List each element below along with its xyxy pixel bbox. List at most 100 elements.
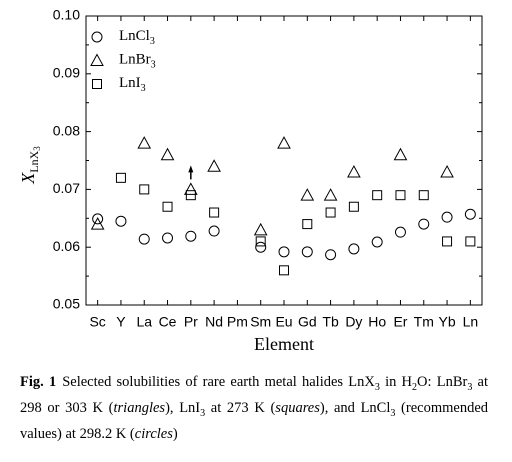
point xyxy=(372,190,383,201)
point xyxy=(92,213,104,225)
x-tick-label: Yb xyxy=(438,314,455,330)
legend-label-main: LnBr xyxy=(119,52,151,68)
caption-text: (recommended values) at 298.2 K ( xyxy=(20,399,489,442)
x-tick-label: Ln xyxy=(463,314,479,330)
caption-label: Fig. 1 xyxy=(20,374,57,390)
caption-text: squares xyxy=(275,399,320,416)
point xyxy=(325,207,336,218)
y-tick-label: 0.08 xyxy=(53,122,80,138)
x-tick-label: Tm xyxy=(414,314,434,330)
caption-text: ) xyxy=(172,425,178,442)
caption-text: circles xyxy=(134,425,173,442)
x-tick-label: Gd xyxy=(298,314,317,330)
legend-label: LnI3 xyxy=(119,75,146,94)
legend-label-main: LnI xyxy=(119,75,141,91)
point xyxy=(208,225,220,237)
point xyxy=(301,246,313,258)
point xyxy=(325,249,337,261)
point xyxy=(185,230,197,242)
point xyxy=(348,243,360,255)
point xyxy=(302,219,313,230)
caption-text: in H xyxy=(379,374,413,390)
y-axis-label: XLnX3 xyxy=(18,146,42,185)
y-axis-label-subsub: 3 xyxy=(32,146,42,151)
caption-text: 2 xyxy=(412,381,418,393)
y-tick-label: 0.06 xyxy=(53,238,80,254)
point xyxy=(90,217,105,230)
point xyxy=(138,233,150,245)
caption-text: 3 xyxy=(200,407,206,419)
caption-text: 3 xyxy=(390,407,396,419)
x-tick-label: Ce xyxy=(159,314,177,330)
y-tick-label: 0.10 xyxy=(53,7,80,23)
point xyxy=(279,265,289,276)
legend-label-main: LnCl xyxy=(119,28,150,44)
legend-label: LnBr3 xyxy=(119,52,156,71)
point xyxy=(115,172,126,183)
point xyxy=(418,190,429,201)
point xyxy=(137,136,152,149)
caption-text: Selected solubilities of rare earth meta… xyxy=(62,374,375,390)
point xyxy=(442,236,453,247)
x-tick-label: Pr xyxy=(184,314,198,330)
legend-marker xyxy=(92,79,102,89)
y-tick-label: 0.09 xyxy=(53,65,80,81)
caption: Fig. 1 Selected solubilities of rare eart… xyxy=(20,372,488,444)
arrow-head xyxy=(188,165,194,173)
point xyxy=(347,165,361,178)
x-tick-label: Sm xyxy=(250,314,271,330)
legend-marker xyxy=(91,31,103,43)
x-tick-label: Er xyxy=(393,314,407,330)
point xyxy=(348,201,359,212)
x-tick-label: La xyxy=(136,314,152,330)
point xyxy=(255,241,267,253)
legend-label: LnCl3 xyxy=(119,28,155,47)
y-tick-label: 0.07 xyxy=(53,180,80,196)
point xyxy=(253,222,268,236)
point xyxy=(440,165,454,178)
caption-text: at 298 or 303 K ( xyxy=(20,374,489,416)
x-tick-label: Dy xyxy=(345,314,362,330)
point xyxy=(139,184,150,195)
legend-marker xyxy=(90,53,104,66)
legend-label-sub: 3 xyxy=(150,36,155,47)
chart: Element XLnX3 0.050.060.070.080.090.10Sc… xyxy=(18,7,483,354)
x-tick-label: Sc xyxy=(89,314,105,330)
point xyxy=(465,236,476,247)
point xyxy=(323,188,338,201)
x-tick-label: Pm xyxy=(227,314,248,330)
point xyxy=(115,215,127,227)
y-axis-label-main: X xyxy=(18,172,38,185)
legend-label-sub: 3 xyxy=(151,60,156,71)
y-tick-label: 0.05 xyxy=(53,296,80,312)
x-tick-label: Nd xyxy=(205,314,223,330)
point xyxy=(185,190,196,201)
caption-text: ), LnI xyxy=(165,399,201,416)
point xyxy=(418,218,430,230)
point xyxy=(441,211,453,223)
caption-text: O: LnBr xyxy=(417,374,468,390)
caption-text: 3 xyxy=(374,381,380,393)
caption-text: triangles xyxy=(113,399,166,416)
legend-label-sub: 3 xyxy=(141,83,146,94)
x-tick-label: Y xyxy=(116,314,126,330)
point xyxy=(394,226,406,238)
x-tick-label: Eu xyxy=(275,314,292,330)
x-tick-label: Ho xyxy=(368,314,386,330)
caption-text: 3 xyxy=(467,381,473,393)
caption-text: at 273 K ( xyxy=(205,399,276,416)
caption-text: ), and LnCl xyxy=(319,399,391,416)
x-tick-label: Tb xyxy=(322,314,339,330)
point xyxy=(162,201,173,212)
point xyxy=(300,188,315,201)
point xyxy=(395,190,406,201)
x-axis-label: Element xyxy=(254,334,314,354)
point xyxy=(277,136,291,149)
point xyxy=(160,147,175,161)
point xyxy=(162,232,174,244)
point xyxy=(278,246,290,258)
point xyxy=(209,207,220,218)
point xyxy=(207,159,221,172)
point xyxy=(255,236,266,247)
